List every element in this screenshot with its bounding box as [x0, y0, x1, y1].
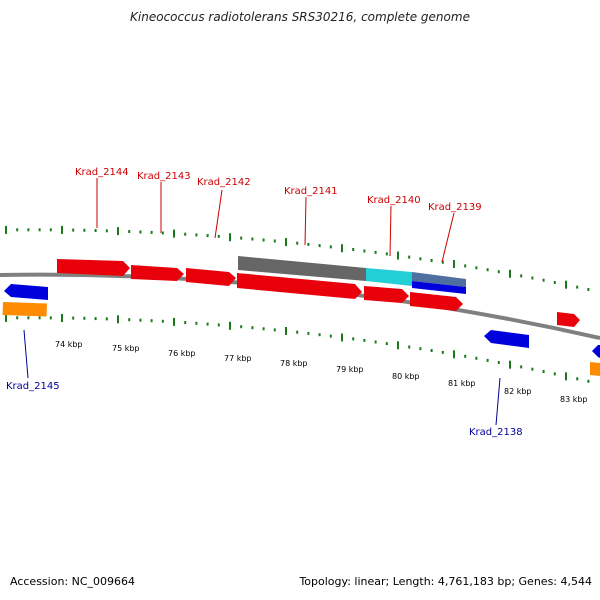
- label-krad-2142[interactable]: Krad_2142: [197, 177, 251, 188]
- map-title: Kineococcus radiotolerans SRS30216, comp…: [130, 10, 470, 24]
- gene-krad-2143[interactable]: [131, 265, 184, 281]
- rna-gene-left[interactable]: [2, 301, 47, 317]
- kbp-label-79: 79 kbp: [336, 365, 364, 374]
- gene-krad-2141[interactable]: [237, 273, 362, 299]
- kbp-label-81: 81 kbp: [448, 379, 476, 388]
- leader-krad-2145: [23, 329, 29, 379]
- label-krad-2145[interactable]: Krad_2145: [6, 381, 60, 392]
- gene-krad-2144[interactable]: [57, 259, 130, 276]
- highlight-band-dark: [238, 256, 366, 281]
- kbp-label-80: 80 kbp: [392, 372, 420, 381]
- gene-krad-2138[interactable]: [484, 330, 529, 348]
- gene-krad-2140[interactable]: [364, 286, 409, 303]
- kbp-label-74: 74 kbp: [55, 340, 83, 349]
- gene-krad-2139[interactable]: [410, 292, 463, 311]
- label-krad-2143[interactable]: Krad_2143: [137, 171, 191, 182]
- label-krad-2144[interactable]: Krad_2144: [75, 167, 129, 178]
- label-krad-2141[interactable]: Krad_2141: [284, 186, 338, 197]
- kbp-label-82: 82 kbp: [504, 387, 532, 396]
- rna-gene-right-edge[interactable]: [590, 362, 600, 376]
- leader-krad-2138: [495, 377, 501, 426]
- kbp-label-76: 76 kbp: [168, 349, 196, 358]
- leader-krad-2139: [441, 212, 455, 263]
- accession-text: Accession: NC_009664: [10, 575, 136, 588]
- highlight-band-blue: [412, 281, 466, 294]
- kbp-label-75: 75 kbp: [112, 344, 140, 353]
- highlight-band-cyan: [366, 268, 412, 286]
- genome-summary-text: Topology: linear; Length: 4,761,183 bp; …: [299, 575, 592, 588]
- highlight-band-steel: [412, 272, 466, 287]
- kbp-label-83: 83 kbp: [560, 395, 588, 404]
- label-krad-2140[interactable]: Krad_2140: [367, 195, 421, 206]
- kbp-label-77: 77 kbp: [224, 354, 252, 363]
- leader-krad-2140: [389, 205, 392, 257]
- tick-track-bottom: [5, 313, 590, 383]
- label-krad-2139[interactable]: Krad_2139: [428, 202, 482, 213]
- leader-krad-2142: [214, 189, 223, 239]
- leader-krad-2141: [304, 196, 307, 246]
- gene-krad-2142[interactable]: [186, 268, 236, 286]
- kbp-label-78: 78 kbp: [280, 359, 308, 368]
- gene-right-edge-reverse[interactable]: [592, 345, 600, 358]
- gene-krad-2145[interactable]: [4, 284, 48, 300]
- label-krad-2138[interactable]: Krad_2138: [469, 427, 523, 438]
- tick-track-top: [5, 225, 590, 291]
- gene-right-edge-forward[interactable]: [557, 312, 580, 327]
